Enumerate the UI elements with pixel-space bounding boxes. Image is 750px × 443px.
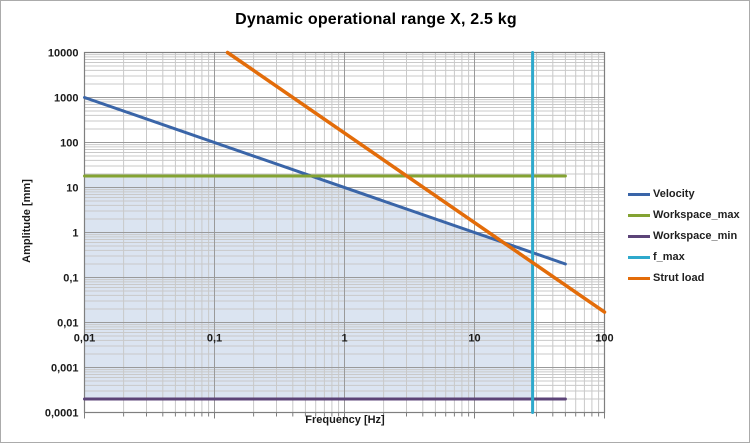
legend-item: Workspace_max: [628, 208, 740, 222]
x-tick-label: 0,01: [74, 333, 95, 345]
legend-item: Velocity: [628, 187, 740, 201]
y-tick-label: 100: [60, 138, 78, 150]
y-tick-label: 0,1: [63, 273, 78, 285]
legend-item-label: Velocity: [653, 188, 695, 200]
y-tick-label: 0,001: [51, 363, 79, 375]
legend-item-label: Strut load: [653, 272, 705, 284]
legend-item: Workspace_min: [628, 229, 740, 243]
y-tick-label: 10: [66, 183, 78, 195]
y-tick-label: 0,0001: [45, 408, 79, 420]
y-tick-label: 0,01: [57, 318, 78, 330]
legend-item-label: Workspace_max: [653, 209, 740, 221]
x-tick-label: 1: [341, 333, 347, 345]
y-tick-label: 10000: [48, 48, 79, 60]
legend-swatch: [628, 276, 650, 280]
legend-swatch: [628, 234, 650, 238]
legend-swatch: [628, 213, 650, 217]
y-tick-label: 1: [72, 228, 78, 240]
y-tick-label: 1000: [54, 93, 78, 105]
legend-item-label: Workspace_min: [653, 230, 738, 242]
series-line-strut-load: [225, 50, 607, 314]
x-tick-label: 100: [595, 333, 613, 345]
legend: Velocity Workspace_max Workspace_min f_max S…: [628, 187, 740, 292]
legend-item: f_max: [628, 250, 740, 264]
legend-swatch: [628, 255, 650, 259]
legend-item-label: f_max: [653, 251, 685, 263]
x-axis-ticks: [84, 412, 605, 419]
x-tick-label: 10: [468, 333, 480, 345]
x-axis-title: Frequency [Hz]: [305, 414, 385, 426]
chart-title: Dynamic operational range X, 2.5 kg: [235, 11, 517, 28]
y-axis-title: Amplitude [mm]: [21, 179, 33, 263]
legend-swatch: [628, 192, 650, 196]
x-tick-label: 0,1: [207, 333, 222, 345]
legend-item: Strut load: [628, 271, 740, 285]
series-line-velocity: [83, 96, 567, 266]
